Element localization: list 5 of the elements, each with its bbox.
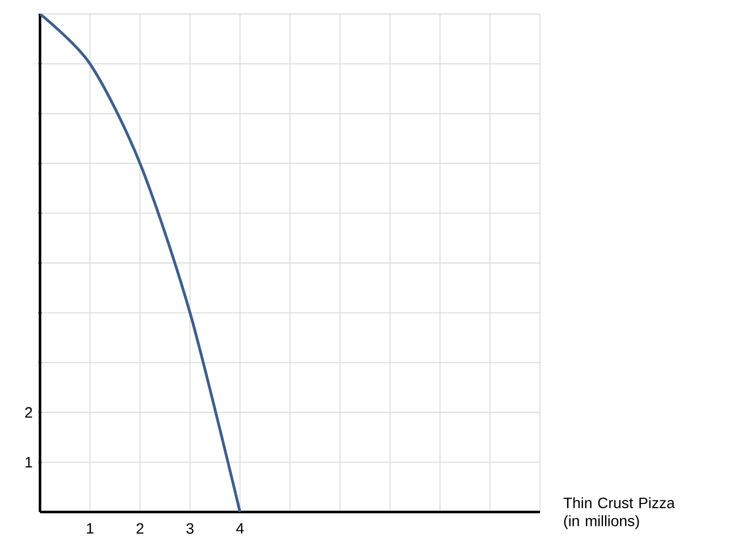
x-axis-title: Thin Crust Pizza (in millions): [564, 497, 675, 530]
x-tick-label: 3: [186, 523, 194, 534]
x-tick-label: 2: [136, 523, 144, 534]
x-tick-label: 4: [236, 523, 244, 534]
x-tick-label: 1: [86, 523, 94, 534]
